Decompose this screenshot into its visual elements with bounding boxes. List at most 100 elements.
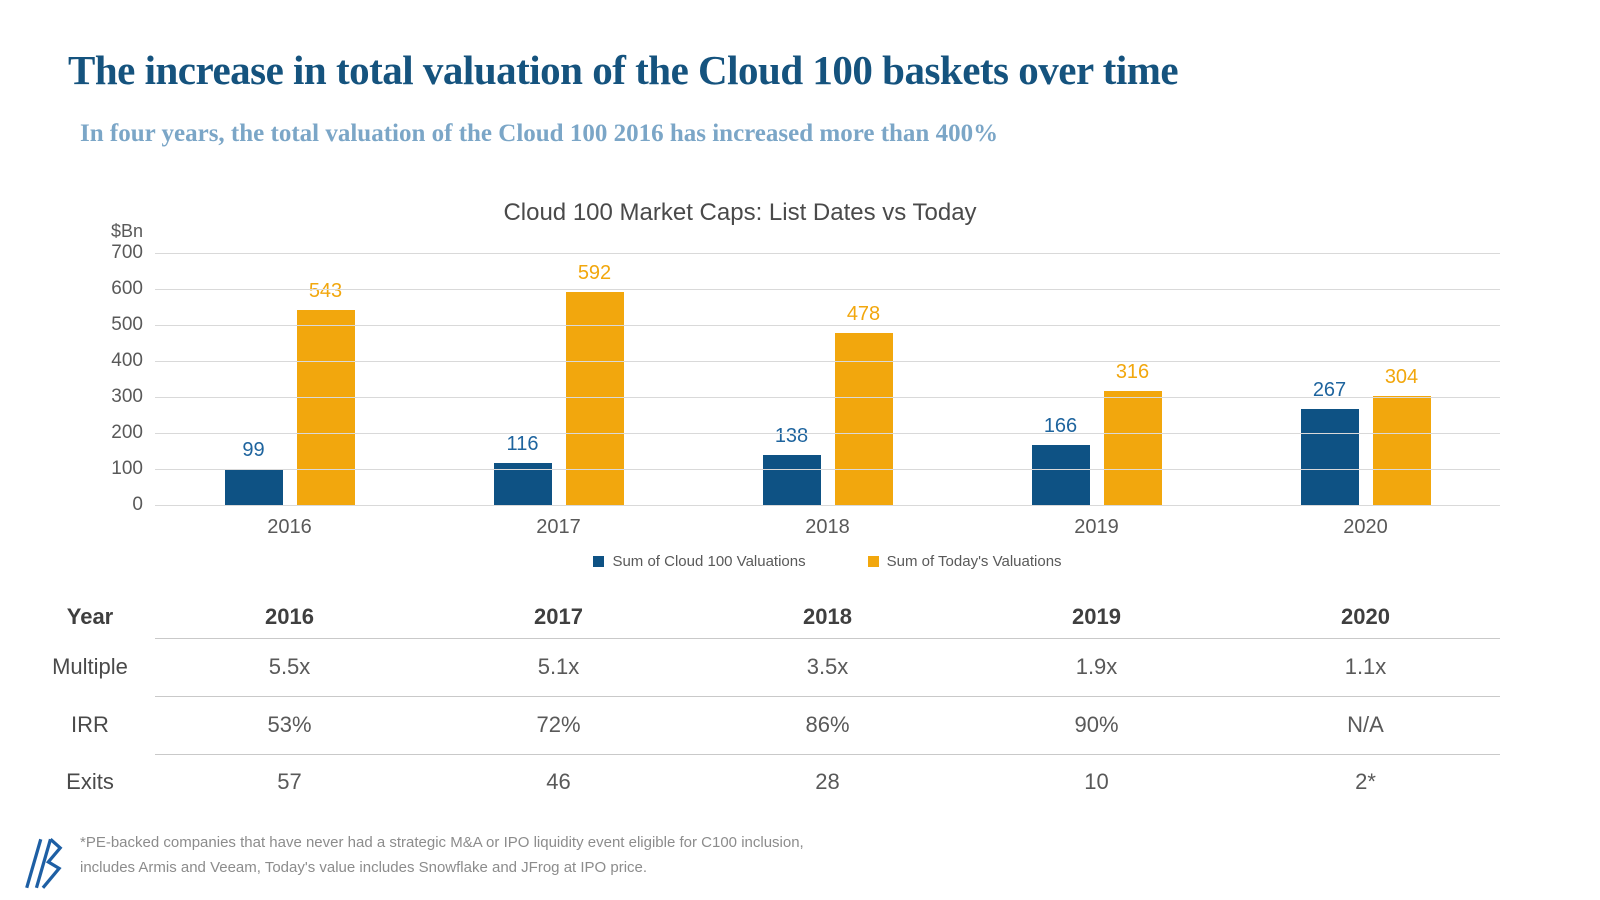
legend-swatch-icon [593,556,605,567]
bar-pair: 99 543 [224,280,355,505]
bar: 304 [1372,366,1431,505]
legend-swatch-icon [867,556,879,567]
table-cell: 2* [1355,769,1376,794]
table-row: Multiple 5.5x 5.1x 3.5x 1.9x 1.1x [25,638,1500,697]
y-axis: 700 600 500 400 300 200 100 0 [63,242,143,515]
bar-group-2019: 166 316 [962,253,1231,505]
y-tick-label: 300 [111,386,143,407]
bar-value-label: 316 [1115,361,1150,383]
table-cell: 86% [693,696,962,755]
bvp-logo-icon [25,838,63,889]
bar: 478 [834,303,893,505]
table-column-header: 2017 [424,596,693,639]
table-column-header: 2018 [693,596,962,639]
table-cell: 57 [277,769,302,794]
table-column-header: 2020 [1231,596,1500,639]
table-cell: N/A [1231,696,1500,755]
table-row-label: Multiple [52,654,128,679]
bar-groups: 99 543 116 592 138 478 166 316 267 304 [155,253,1500,505]
gridline [155,469,1500,470]
y-tick-label: 400 [111,350,143,371]
gridline [155,433,1500,434]
chart-title: Cloud 100 Market Caps: List Dates vs Tod… [503,199,977,226]
bar: 116 [493,433,552,505]
table-cell: 46 [546,769,571,794]
footnote-line-2: includes Armis and Veeam, Today's value … [80,859,648,876]
x-tick-label: 2020 [1343,516,1388,538]
table-cell: 28 [815,769,840,794]
table-cell: 72% [424,696,693,755]
table-cell: 3.5x [693,638,962,697]
bar-pair: 138 478 [762,303,893,505]
table-cell: 1.1x [1231,638,1500,697]
table-cell: 90% [962,696,1231,755]
kpi-table: Year 2016 2017 2018 2019 2020 Multiple 5.5x 5.1x… [25,596,1500,810]
bar: 99 [224,439,283,505]
bar: 316 [1103,361,1162,505]
table-row-label-header: Year [66,604,114,629]
y-tick-label: 0 [132,494,143,515]
bar-value-label: 304 [1384,366,1419,388]
y-tick-label: 700 [111,242,143,263]
bar-value-label: 267 [1312,379,1347,401]
gridline [155,397,1500,398]
bar-group-2018: 138 478 [693,253,962,505]
footnote-line-1: *PE-backed companies that have never had… [80,834,804,851]
bar: 543 [296,280,355,505]
y-tick-label: 500 [111,314,143,335]
legend-item: Sum of Today's Valuations [867,553,1062,570]
table-row: Exits 57 46 28 10 2* [25,754,1500,810]
bar-value-label: 138 [774,425,809,447]
table-cell: 10 [1084,769,1109,794]
y-tick-label: 200 [111,422,143,443]
bar: 138 [762,425,821,505]
gridline [155,325,1500,326]
table-cell: 1.9x [962,638,1231,697]
page-title: The increase in total valuation of the C… [68,47,1179,93]
y-tick-label: 100 [111,458,143,479]
bar-pair: 116 592 [493,262,624,505]
bar-group-2020: 267 304 [1231,253,1500,505]
bar-value-label: 99 [242,439,265,461]
bar-group-2017: 116 592 [424,253,693,505]
table-column-header: 2019 [962,596,1231,639]
x-tick-label: 2017 [536,516,581,538]
x-tick-label: 2019 [1074,516,1119,538]
y-tick-label: 600 [111,278,143,299]
chart-legend: Sum of Cloud 100 Valuations Sum of Today'… [155,553,1500,570]
bar-value-label: 116 [506,433,539,455]
table-cell: 5.1x [424,638,693,697]
bar-value-label: 166 [1043,415,1078,437]
bar: 267 [1300,379,1359,505]
bar-value-label: 543 [308,280,343,302]
x-tick-label: 2016 [267,516,312,538]
bar-pair: 166 316 [1031,361,1162,505]
bar-value-label: 592 [577,262,612,284]
table-header-row: Year 2016 2017 2018 2019 2020 [25,596,1500,639]
gridline [155,361,1500,362]
table-row-label: IRR [71,712,109,737]
bar: 166 [1031,415,1090,505]
bar-pair: 267 304 [1300,366,1431,505]
table-row-label: Exits [66,769,114,794]
legend-label: Sum of Cloud 100 Valuations [612,553,806,570]
bar-group-2016: 99 543 [155,253,424,505]
table-cell: 5.5x [155,638,424,697]
legend-label: Sum of Today's Valuations [886,553,1062,570]
gridline [155,289,1500,290]
legend-item: Sum of Cloud 100 Valuations [593,553,806,570]
x-axis-labels: 2016 2017 2018 2019 2020 [155,516,1500,539]
table-column-header: 2016 [155,596,424,639]
bar: 592 [565,262,624,505]
footnote: *PE-backed companies that have never had… [80,830,840,880]
table-cell: 53% [155,696,424,755]
gridline [155,253,1500,254]
y-axis-unit-label: $Bn [110,221,143,241]
bar-value-label: 478 [846,303,881,325]
table-row: IRR 53% 72% 86% 90% N/A [25,696,1500,755]
gridline [155,505,1500,506]
bvp-logo [22,836,66,895]
plot-area: 99 543 116 592 138 478 166 316 267 304 [155,253,1500,506]
page-subtitle: In four years, the total valuation of th… [80,120,999,147]
x-tick-label: 2018 [805,516,850,538]
